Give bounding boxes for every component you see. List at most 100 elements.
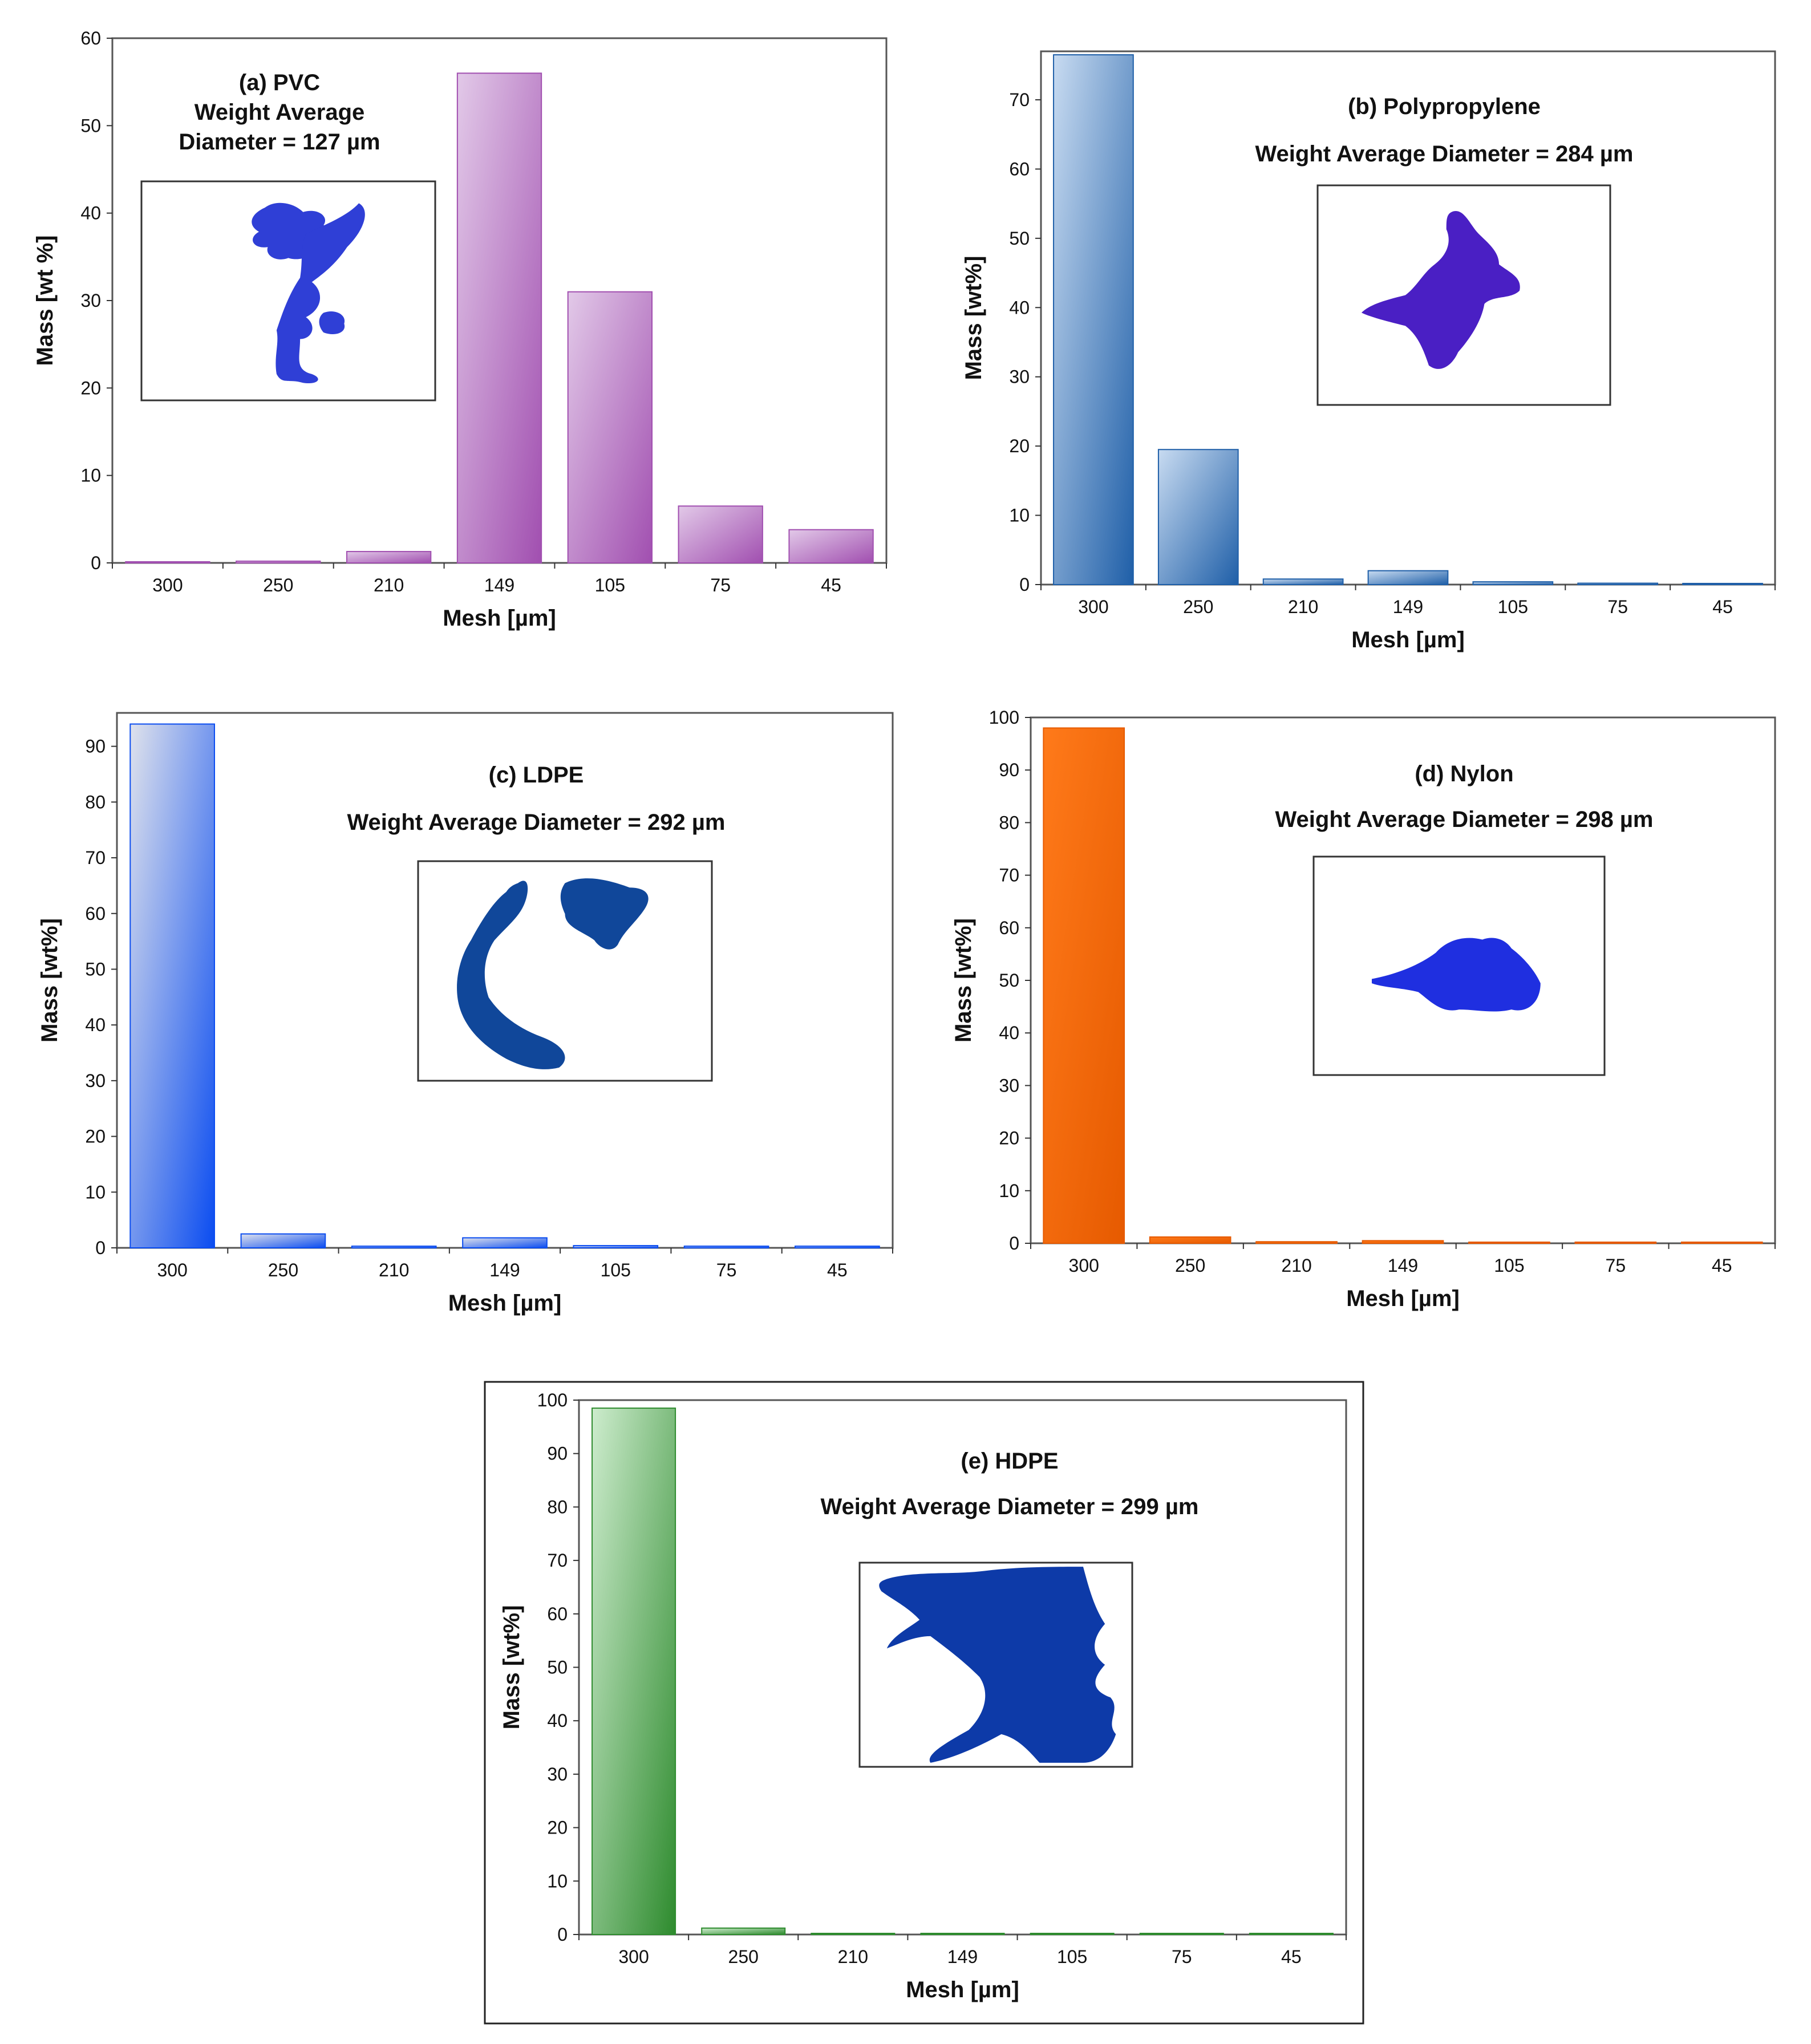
y-tick-label: 80 <box>999 812 1019 833</box>
particle-shape <box>1372 938 1541 1012</box>
y-tick-label: 20 <box>80 378 101 398</box>
x-tick-label: 105 <box>1057 1946 1087 1967</box>
x-tick-label: 210 <box>1288 597 1318 617</box>
y-tick-label: 50 <box>80 115 101 136</box>
bar-105 <box>567 291 653 563</box>
x-tick-label: 105 <box>601 1260 631 1280</box>
y-tick-label: 0 <box>91 553 101 573</box>
y-tick-label: 100 <box>989 707 1019 728</box>
y-tick-label: 60 <box>547 1604 568 1624</box>
y-axis-title: Mass [wt%] <box>961 256 986 380</box>
y-tick-label: 30 <box>547 1764 568 1785</box>
bar-149 <box>1367 570 1449 586</box>
particle-shape <box>319 311 345 334</box>
particle-image <box>252 203 365 383</box>
chart-title-line: Weight Average Diameter = 292 µm <box>347 810 726 835</box>
chart-panel-a: 0 10 20 30 40 50 60 300 250 210 149 105 75 45 Mesh [µm… <box>33 28 888 631</box>
x-tick-label: 45 <box>1281 1946 1302 1967</box>
y-tick-label: 80 <box>547 1496 568 1517</box>
y-tick-label: 70 <box>85 847 106 868</box>
y-tick-label: 80 <box>85 792 106 812</box>
bar-149 <box>920 1933 1005 1935</box>
x-tick-label: 149 <box>1393 597 1423 617</box>
y-tick-label: 60 <box>80 28 101 48</box>
y-tick-label: 50 <box>85 959 106 979</box>
y-tick-label: 10 <box>80 465 101 486</box>
bar-45 <box>1249 1933 1334 1935</box>
y-tick-label: 70 <box>999 865 1019 886</box>
y-tick-label: 20 <box>85 1126 106 1147</box>
y-tick-label: 10 <box>85 1182 106 1202</box>
bar-105 <box>1472 581 1554 586</box>
bar-250 <box>1149 1236 1231 1244</box>
chart-title-line: (a) PVC <box>239 70 320 95</box>
y-axis-title: Mass [wt%] <box>37 918 62 1043</box>
x-tick-label: 250 <box>1175 1255 1205 1276</box>
y-tick-label: 0 <box>557 1924 568 1945</box>
bar-45 <box>788 529 874 564</box>
y-tick-label: 0 <box>95 1238 106 1258</box>
particle-image <box>1362 211 1520 369</box>
bar-250 <box>240 1233 326 1249</box>
x-axis-title: Mesh [µm] <box>1351 627 1465 652</box>
bar-75 <box>683 1246 769 1249</box>
x-tick-label: 300 <box>618 1946 649 1967</box>
y-tick-label: 30 <box>999 1075 1019 1096</box>
panel-frame <box>484 1381 1364 2025</box>
chart-title-line: (b) Polypropylene <box>1348 94 1541 119</box>
y-tick-label: 10 <box>999 1181 1019 1201</box>
chart-panel-e: 0 10 20 30 40 50 60 70 80 90 100 300 250 210 149 105 75 4… <box>484 1381 1364 2025</box>
particle-shape <box>457 881 565 1069</box>
chart-title-line: Weight Average Diameter = 299 µm <box>821 1494 1199 1519</box>
x-tick-label: 75 <box>1606 1255 1626 1276</box>
particle-shape <box>276 203 364 383</box>
x-tick-label: 45 <box>1712 1255 1732 1276</box>
bar-149 <box>1362 1240 1444 1244</box>
x-tick-label: 105 <box>595 575 625 595</box>
y-tick-label: 10 <box>1009 505 1030 526</box>
y-tick-label: 20 <box>999 1128 1019 1149</box>
x-tick-label: 250 <box>263 575 293 595</box>
x-tick-label: 149 <box>1388 1255 1418 1276</box>
y-tick-label: 30 <box>1009 367 1030 387</box>
y-tick-label: 0 <box>1019 574 1030 595</box>
x-tick-label: 149 <box>489 1260 520 1280</box>
x-axis-title: Mesh [µm] <box>443 606 556 631</box>
x-tick-label: 250 <box>728 1946 759 1967</box>
x-tick-label: 210 <box>374 575 404 595</box>
x-tick-label: 300 <box>152 575 183 595</box>
bar-45 <box>795 1246 880 1249</box>
y-tick-label: 50 <box>547 1657 568 1678</box>
y-tick-label: 20 <box>1009 436 1030 456</box>
y-axis-title: Mass [wt%] <box>499 1605 524 1730</box>
chart-panel-b: 0 10 20 30 40 50 60 70 300 250 210 149 105 75 45 Mesh [… <box>961 50 1776 652</box>
y-tick-label: 70 <box>1009 90 1030 110</box>
chart-title-line: Weight Average Diameter = 284 µm <box>1255 141 1634 167</box>
bar-75 <box>1574 1242 1657 1244</box>
bar-45 <box>1682 583 1763 585</box>
y-tick-label: 40 <box>85 1015 106 1035</box>
y-tick-label: 50 <box>1009 228 1030 249</box>
bar-105 <box>1468 1242 1550 1244</box>
bar-149 <box>462 1237 548 1249</box>
y-tick-label: 10 <box>547 1871 568 1891</box>
bar-300 <box>125 561 210 563</box>
y-tick-label: 60 <box>999 918 1019 938</box>
bar-300 <box>1053 54 1134 586</box>
bar-75 <box>1139 1933 1224 1935</box>
bar-210 <box>1262 578 1344 585</box>
bar-105 <box>1030 1933 1115 1935</box>
particle-shape <box>879 1567 1116 1763</box>
y-tick-label: 90 <box>999 760 1019 780</box>
x-tick-label: 300 <box>1069 1255 1099 1276</box>
y-tick-label: 60 <box>1009 159 1030 179</box>
bar-300 <box>129 723 215 1248</box>
x-tick-label: 210 <box>1281 1255 1311 1276</box>
y-tick-label: 20 <box>547 1818 568 1838</box>
y-axis-title: Mass [wt%] <box>951 918 976 1043</box>
x-tick-label: 45 <box>827 1260 848 1280</box>
x-tick-label: 45 <box>1712 597 1733 617</box>
particle-image <box>1372 938 1541 1012</box>
x-tick-label: 45 <box>821 575 841 595</box>
chart-title-line: Weight Average Diameter = 298 µm <box>1275 807 1654 832</box>
